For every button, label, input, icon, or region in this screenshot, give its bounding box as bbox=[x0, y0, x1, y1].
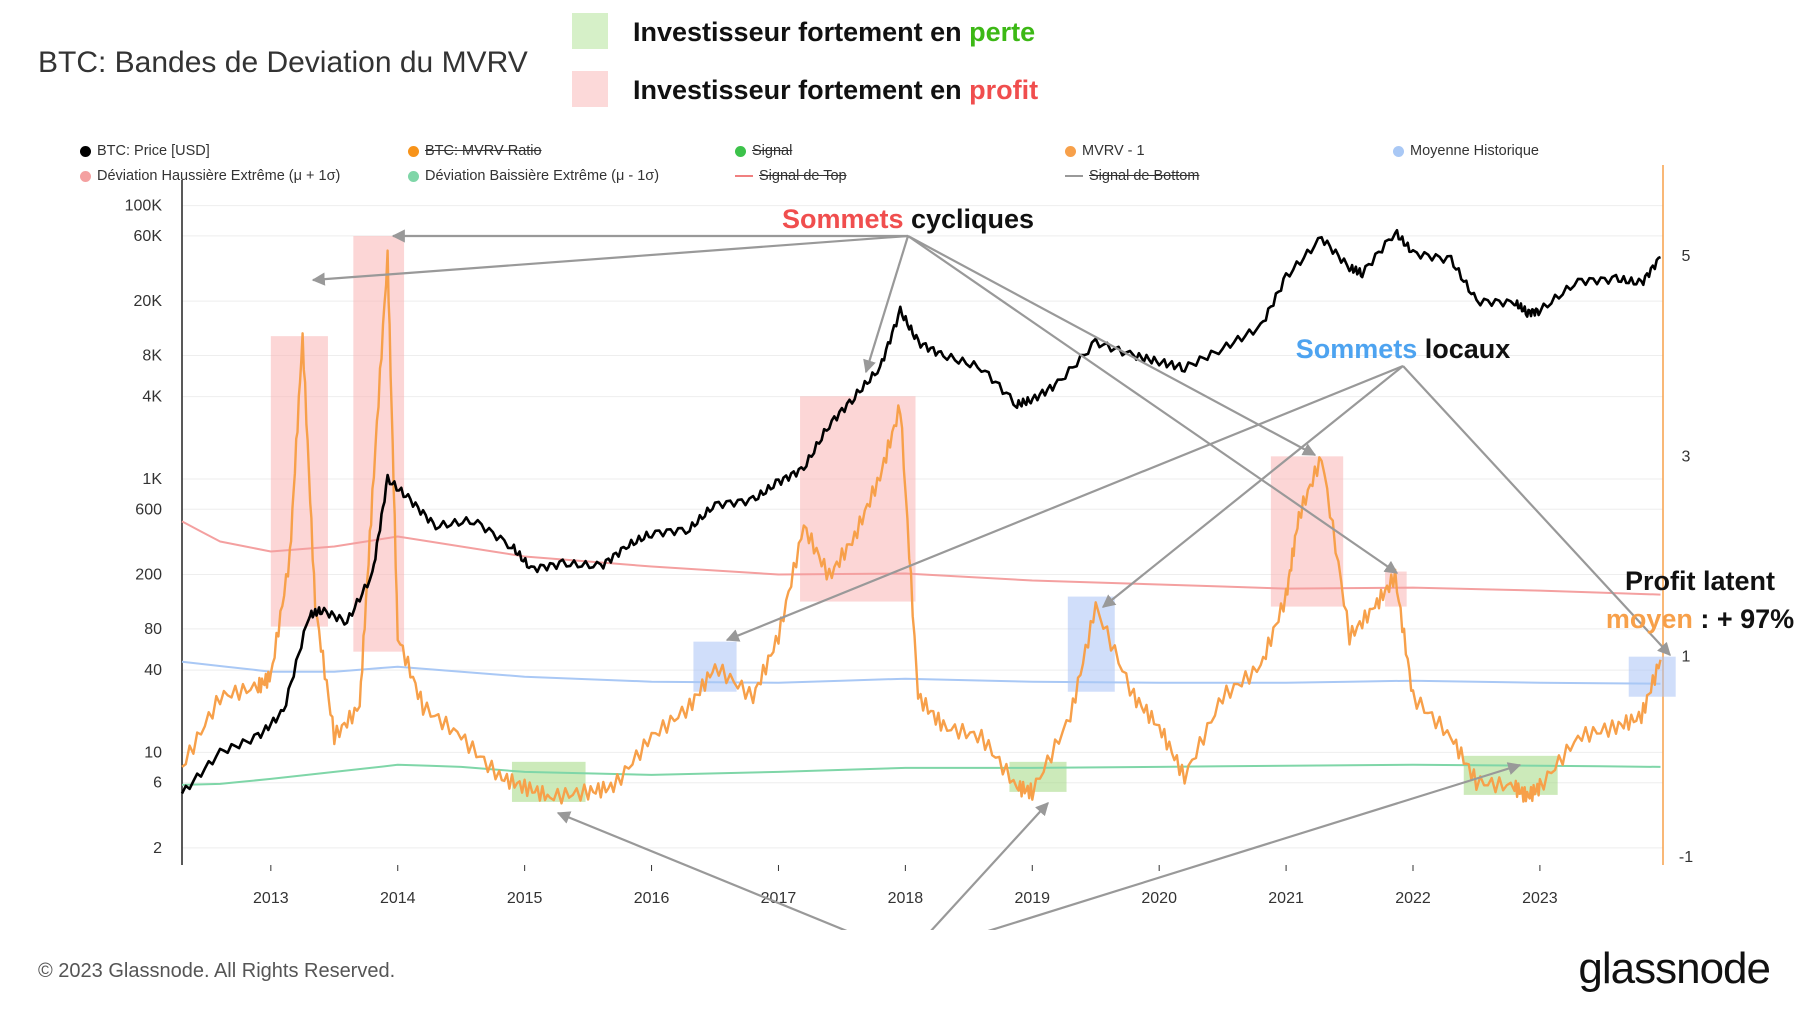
legend-item[interactable]: Déviation Baissière Extrême (μ - 1σ) bbox=[408, 168, 659, 184]
legend-label: Déviation Baissière Extrême (μ - 1σ) bbox=[425, 168, 660, 184]
y-left-tick-label: 80 bbox=[144, 621, 162, 638]
annotation-arrow bbox=[907, 235, 1317, 456]
x-tick-label: 2022 bbox=[1395, 890, 1431, 907]
legend-marker bbox=[408, 145, 419, 157]
highlight-region-profit bbox=[1270, 456, 1344, 607]
upper-band-line bbox=[181, 520, 1661, 596]
x-tick-label: 2023 bbox=[1522, 890, 1558, 907]
highlight-region-profit bbox=[800, 396, 916, 602]
profit-key-label: Investisseur fortement en profit bbox=[633, 75, 1039, 105]
mvrv-minus-one-line bbox=[181, 249, 1662, 805]
legend-marker bbox=[1393, 145, 1404, 157]
legend-label: Signal bbox=[752, 143, 793, 159]
annotation-arrow bbox=[907, 235, 1399, 574]
legend-label: Moyenne Historique bbox=[1410, 143, 1539, 159]
annotation-arrow bbox=[863, 235, 910, 374]
y-left-tick-label: 2 bbox=[153, 840, 162, 857]
y-left-tick-label: 10 bbox=[144, 744, 162, 761]
x-tick-label: 2019 bbox=[1014, 890, 1050, 907]
legend-item[interactable]: Déviation Haussière Extrême (μ + 1σ) bbox=[80, 168, 340, 184]
y-left-tick-label: 200 bbox=[135, 567, 162, 584]
highlight-region-local bbox=[1067, 596, 1115, 692]
annotation-arrow bbox=[987, 762, 1522, 930]
annotation-arrow bbox=[930, 802, 1049, 930]
loss-color-key bbox=[572, 13, 608, 49]
legend-label: Signal de Bottom bbox=[1089, 168, 1200, 184]
annotation-arrow bbox=[556, 811, 848, 930]
annotation-arrow bbox=[1101, 365, 1404, 608]
annotation-sommets-locaux: Sommets locaux bbox=[1296, 334, 1511, 364]
lower-band-line bbox=[181, 763, 1661, 786]
legend-marker bbox=[1065, 175, 1083, 177]
annotation-arrow bbox=[311, 234, 909, 286]
y-right-tick-label: 1 bbox=[1682, 649, 1691, 666]
x-tick-label: 2018 bbox=[888, 890, 924, 907]
y-right-tick-label: 3 bbox=[1682, 448, 1691, 465]
legend-label: Déviation Haussière Extrême (μ + 1σ) bbox=[97, 168, 341, 184]
legend-item[interactable]: Moyenne Historique bbox=[1393, 143, 1539, 159]
y-left-tick-label: 40 bbox=[144, 662, 162, 679]
legend-item[interactable]: Signal bbox=[735, 143, 792, 159]
mvrv-chart: 100K 60K 20K 8K 4K 1K 600 200 80 40 10 6 2 5 3 1 -1 2013 2… bbox=[125, 165, 1794, 930]
x-tick-label: 2016 bbox=[634, 890, 670, 907]
y-left-tick-label: 8K bbox=[142, 348, 162, 365]
glassnode-logo: glassnode bbox=[1578, 944, 1771, 993]
y-left-tick-label: 4K bbox=[142, 389, 162, 406]
legend-marker bbox=[735, 175, 753, 177]
y-left-tick-label: 60K bbox=[134, 228, 163, 245]
legend-label: BTC: MVRV Ratio bbox=[425, 143, 542, 159]
chart-title: BTC: Bandes de Deviation du MVRV bbox=[38, 46, 528, 79]
x-tick-label: 2020 bbox=[1141, 890, 1177, 907]
annotation-profit-moyen: moyen : + 97% bbox=[1606, 604, 1794, 634]
annotation-arrow bbox=[725, 364, 1404, 642]
x-tick-label: 2013 bbox=[253, 890, 289, 907]
x-tick-label: 2015 bbox=[507, 890, 543, 907]
legend-label: BTC: Price [USD] bbox=[97, 143, 210, 159]
legend-item[interactable]: BTC: MVRV Ratio bbox=[408, 143, 542, 159]
y-left-tick-label: 6 bbox=[153, 775, 162, 792]
legend-item[interactable]: Signal de Bottom bbox=[1065, 168, 1199, 184]
legend-marker bbox=[1065, 145, 1076, 157]
legend-item[interactable]: MVRV - 1 bbox=[1065, 143, 1145, 159]
btc-price-line bbox=[180, 228, 1661, 795]
legend-marker bbox=[408, 170, 419, 182]
loss-key-label: Investisseur fortement en perte bbox=[633, 17, 1036, 47]
annotation-arrow bbox=[1402, 365, 1671, 656]
legend-label: MVRV - 1 bbox=[1082, 143, 1145, 159]
y-left-tick-label: 20K bbox=[134, 293, 163, 310]
y-left-tick-label: 1K bbox=[142, 471, 162, 488]
legend-item[interactable]: BTC: Price [USD] bbox=[80, 143, 210, 159]
x-tick-label: 2014 bbox=[380, 890, 416, 907]
legend-marker bbox=[80, 145, 91, 157]
copyright: © 2023 Glassnode. All Rights Reserved. bbox=[38, 960, 396, 982]
legend-label: Signal de Top bbox=[759, 168, 847, 184]
legend-item[interactable]: Signal de Top bbox=[735, 168, 847, 184]
historical-mean-line bbox=[181, 660, 1661, 685]
y-right-tick-label: 5 bbox=[1682, 248, 1691, 265]
legend-marker bbox=[80, 170, 91, 182]
annotation-sommets-cycliques: Sommets cycliques bbox=[782, 204, 1034, 234]
profit-color-key bbox=[572, 71, 608, 107]
y-right-tick-label: -1 bbox=[1679, 849, 1693, 866]
y-left-tick-label: 600 bbox=[135, 501, 162, 518]
x-tick-label: 2017 bbox=[761, 890, 797, 907]
y-left-tick-label: 100K bbox=[125, 198, 163, 215]
x-tick-label: 2021 bbox=[1268, 890, 1304, 907]
annotation-profit-latent: Profit latent bbox=[1625, 566, 1775, 596]
legend-marker bbox=[735, 145, 746, 157]
